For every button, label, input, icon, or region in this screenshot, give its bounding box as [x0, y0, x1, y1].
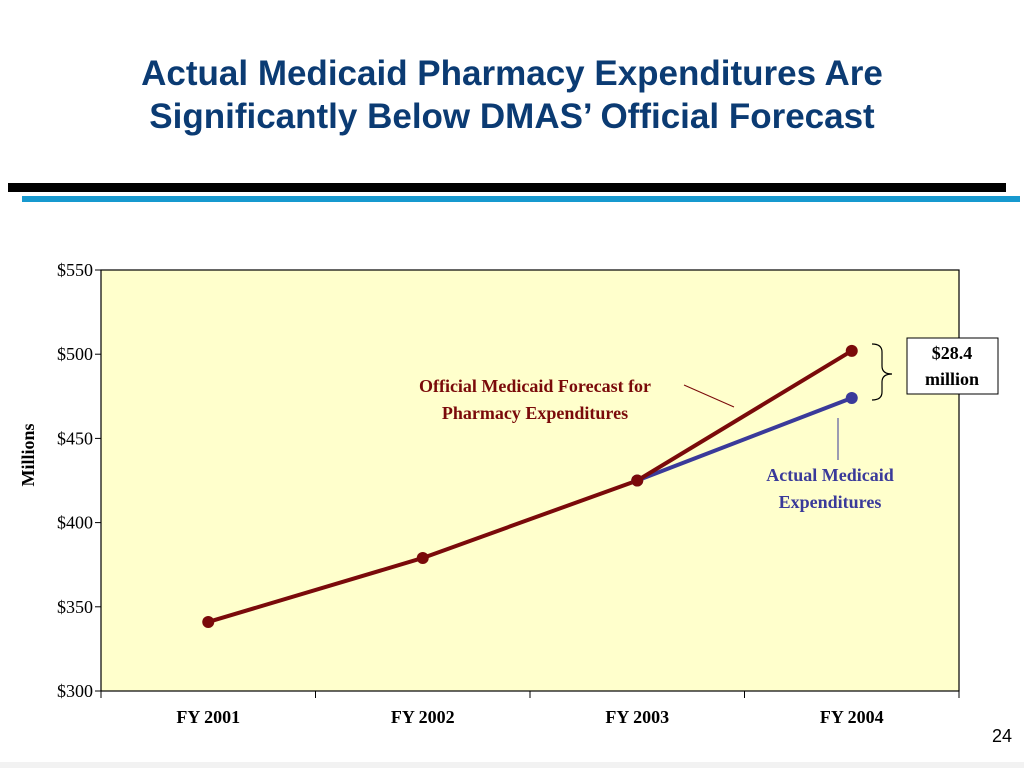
plot-area: [100, 269, 960, 692]
blue-divider-rule: [22, 196, 1020, 202]
difference-annotation-box: [906, 337, 999, 395]
black-divider-rule: [8, 183, 1006, 192]
difference-annotation-line-1: $28.4: [932, 343, 973, 363]
bottom-strip: [0, 762, 1024, 768]
y-tick-label: $300: [57, 681, 93, 701]
y-tick-label: $350: [57, 597, 93, 617]
slide-title-line-2: Significantly Below DMAS’ Official Forec…: [149, 97, 875, 136]
series-lines: [207, 349, 853, 624]
actual-series-label-line-1: Actual Medicaid: [766, 465, 894, 485]
y-axis-ticks: $300 $350 $400 $450 $500 $550: [57, 260, 101, 701]
forecast-data-point: [416, 551, 429, 564]
forecast-series-label-line-1: Official Medicaid Forecast for: [419, 376, 651, 396]
actual-series-line: [636, 396, 853, 483]
slide-title-line-1: Actual Medicaid Pharmacy Expenditures Ar…: [141, 54, 883, 93]
forecast-label-leader-line: [683, 384, 735, 408]
x-tick-label: FY 2003: [605, 707, 669, 727]
forecast-data-point: [631, 474, 644, 487]
difference-annotation-line-2: million: [925, 369, 979, 389]
actual-data-point: [845, 391, 858, 404]
x-tick-label: FY 2001: [176, 707, 240, 727]
difference-brace: [871, 343, 893, 401]
y-tick-label: $550: [57, 260, 93, 280]
forecast-series-line: [207, 349, 853, 624]
y-axis-title: Millions: [18, 423, 38, 486]
slide-title: Actual Medicaid Pharmacy Expenditures Ar…: [0, 52, 1024, 138]
forecast-data-point: [845, 344, 858, 357]
series-points: [202, 344, 858, 628]
forecast-data-point: [202, 615, 215, 628]
x-tick-label: FY 2002: [391, 707, 455, 727]
y-tick-label: $500: [57, 344, 93, 364]
x-tick-label: FY 2004: [820, 707, 884, 727]
forecast-series-label-line-2: Pharmacy Expenditures: [442, 403, 628, 423]
y-tick-label: $400: [57, 513, 93, 533]
actual-series-label-line-2: Expenditures: [779, 492, 882, 512]
x-axis-ticks: FY 2001 FY 2002 FY 2003 FY 2004: [100, 691, 960, 727]
y-tick-label: $450: [57, 428, 93, 448]
page-number: 24: [991, 726, 1012, 746]
